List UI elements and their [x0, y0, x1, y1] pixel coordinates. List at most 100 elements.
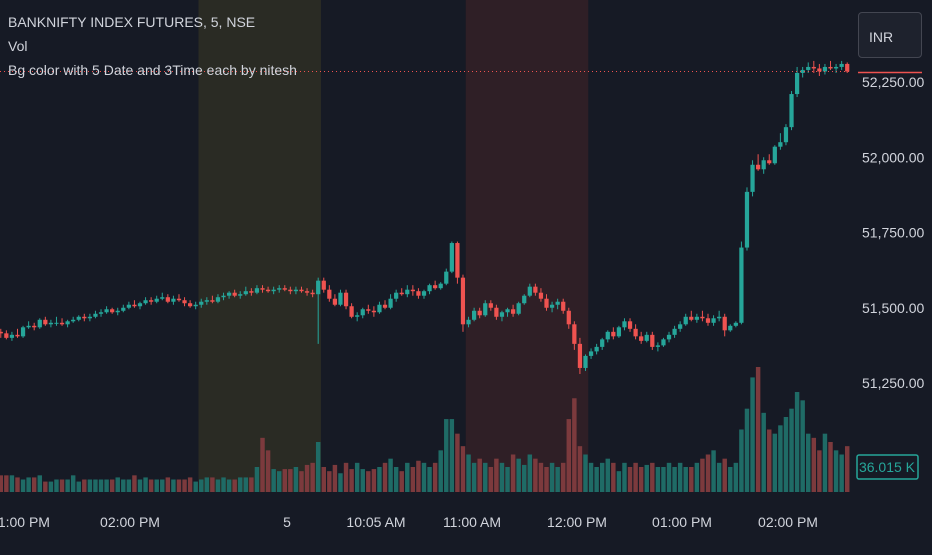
- candle: [65, 319, 70, 328]
- volume-bar: [460, 446, 466, 492]
- candle: [4, 330, 9, 340]
- volume-bar: [121, 479, 126, 492]
- volume-bar: [37, 475, 42, 492]
- volume-bar: [9, 475, 15, 492]
- volume-bar: [833, 450, 839, 492]
- volume-bar: [477, 458, 482, 492]
- volume-bar: [577, 446, 583, 492]
- volume-bars: [0, 367, 850, 492]
- volume-bar: [438, 450, 443, 492]
- volume-bar: [109, 479, 115, 492]
- volume-bar: [566, 419, 572, 492]
- time-axis[interactable]: 01:00 PM 02:00 PM 5 10:05 AM 11:00 AM 12:00 P…: [0, 514, 818, 530]
- volume-bar: [583, 454, 588, 492]
- time-tick-label: 11:00 AM: [443, 514, 501, 530]
- volume-bar: [778, 425, 783, 492]
- candle: [210, 295, 215, 304]
- candle: [343, 289, 349, 310]
- volume-bar: [271, 469, 276, 492]
- price-tick-label: 52,000.00: [862, 149, 924, 165]
- volume-bar: [221, 477, 226, 492]
- candle: [566, 307, 571, 329]
- candle: [811, 60, 816, 73]
- candle: [15, 328, 20, 338]
- volume-readout-badge: 36.015 K: [856, 454, 919, 480]
- candle: [822, 63, 828, 75]
- candle: [700, 310, 705, 322]
- candle: [455, 241, 460, 284]
- volume-bar: [705, 454, 711, 492]
- price-tick-label: 51,500.00: [862, 300, 924, 316]
- volume-bar: [104, 479, 109, 492]
- candle: [71, 316, 76, 323]
- candle: [472, 307, 477, 322]
- candle: [349, 303, 354, 319]
- volume-bar: [187, 477, 193, 492]
- volume-bar: [605, 458, 610, 492]
- volume-bar: [471, 462, 477, 492]
- candle: [54, 316, 59, 326]
- candle: [622, 318, 627, 331]
- volume-bar: [165, 477, 171, 492]
- candle: [316, 277, 321, 344]
- volume-bar: [176, 479, 182, 492]
- candle: [249, 288, 254, 296]
- candle: [839, 60, 844, 70]
- candle: [304, 288, 310, 296]
- volume-bar: [560, 462, 566, 492]
- volume-bar: [767, 429, 772, 492]
- time-tick-label: 02:00 PM: [758, 514, 818, 530]
- volume-bar: [160, 479, 165, 492]
- volume-bar: [204, 477, 210, 492]
- volume-bar: [0, 475, 4, 492]
- volume-bar: [143, 477, 148, 492]
- candle: [277, 285, 282, 293]
- candle: [772, 145, 777, 165]
- candle: [48, 319, 54, 328]
- volume-bar: [354, 462, 360, 492]
- candle: [483, 300, 488, 317]
- volume-bar: [293, 467, 299, 492]
- candle: [410, 285, 415, 296]
- candle: [366, 304, 371, 314]
- symbol-title[interactable]: BANKNIFTY INDEX FUTURES, 5, NSE: [8, 14, 256, 30]
- candle: [288, 286, 293, 295]
- currency-button[interactable]: INR: [858, 12, 922, 58]
- candle: [633, 324, 638, 340]
- volume-bar: [449, 419, 455, 492]
- candle: [265, 286, 271, 293]
- volume-bar: [549, 462, 555, 492]
- time-tick-label: 5: [283, 514, 291, 530]
- price-axis[interactable]: 52,250.00 52,000.00 51,750.00 51,500.00 51,2…: [862, 74, 924, 391]
- volume-bar: [572, 398, 577, 492]
- volume-bar: [783, 417, 789, 492]
- volume-bar: [722, 458, 727, 492]
- candle: [666, 331, 672, 343]
- volume-bar: [510, 454, 516, 492]
- volume-bar: [399, 471, 404, 492]
- time-tick-label: 10:05 AM: [346, 514, 405, 530]
- candle: [299, 286, 304, 293]
- volume-bar: [494, 458, 499, 492]
- candle: [126, 301, 131, 310]
- candle: [204, 297, 209, 305]
- candle: [794, 66, 800, 98]
- candle: [627, 318, 633, 332]
- volume-bar: [622, 462, 627, 492]
- volume-bar: [115, 477, 120, 492]
- volume-bar: [226, 479, 232, 492]
- bg-color-indicator-label[interactable]: Bg color with 5 Date and 3Time each by n…: [8, 62, 297, 78]
- candle: [705, 313, 711, 326]
- volume-bar: [310, 462, 315, 492]
- volume-bar: [360, 469, 365, 492]
- volume-bar: [338, 473, 343, 492]
- volume-bar: [70, 475, 76, 492]
- candle: [137, 301, 143, 310]
- volume-indicator-label[interactable]: Vol: [8, 38, 28, 54]
- volume-bar: [377, 467, 382, 492]
- candle: [544, 294, 549, 311]
- candle: [845, 62, 850, 73]
- volume-bar: [65, 479, 70, 492]
